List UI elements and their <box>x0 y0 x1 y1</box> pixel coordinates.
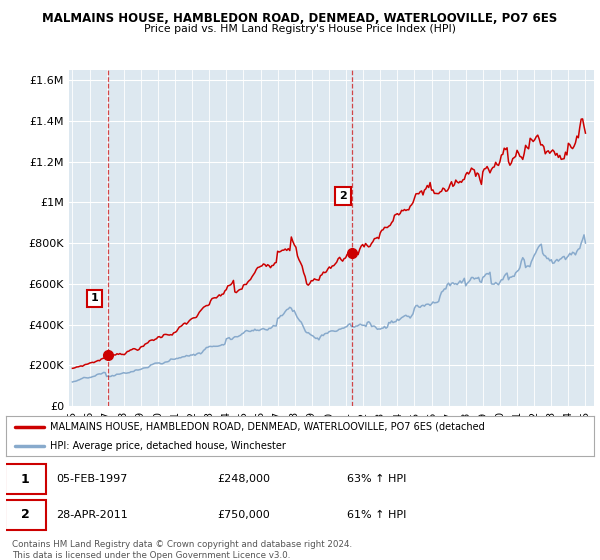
Text: 1: 1 <box>91 293 98 304</box>
Text: £750,000: £750,000 <box>218 510 271 520</box>
FancyBboxPatch shape <box>5 464 46 494</box>
Text: 2: 2 <box>339 192 347 201</box>
Text: 61% ↑ HPI: 61% ↑ HPI <box>347 510 406 520</box>
Text: MALMAINS HOUSE, HAMBLEDON ROAD, DENMEAD, WATERLOOVILLE, PO7 6ES (detached: MALMAINS HOUSE, HAMBLEDON ROAD, DENMEAD,… <box>50 422 485 432</box>
Text: HPI: Average price, detached house, Winchester: HPI: Average price, detached house, Winc… <box>50 441 286 450</box>
Text: 63% ↑ HPI: 63% ↑ HPI <box>347 474 406 484</box>
Text: 05-FEB-1997: 05-FEB-1997 <box>56 474 127 484</box>
Text: 2: 2 <box>21 508 30 521</box>
Text: 28-APR-2011: 28-APR-2011 <box>56 510 128 520</box>
FancyBboxPatch shape <box>5 500 46 530</box>
Text: MALMAINS HOUSE, HAMBLEDON ROAD, DENMEAD, WATERLOOVILLE, PO7 6ES: MALMAINS HOUSE, HAMBLEDON ROAD, DENMEAD,… <box>43 12 557 25</box>
Text: 1: 1 <box>21 473 30 486</box>
Text: Contains HM Land Registry data © Crown copyright and database right 2024.
This d: Contains HM Land Registry data © Crown c… <box>12 540 352 560</box>
Text: £248,000: £248,000 <box>218 474 271 484</box>
Text: Price paid vs. HM Land Registry's House Price Index (HPI): Price paid vs. HM Land Registry's House … <box>144 24 456 34</box>
